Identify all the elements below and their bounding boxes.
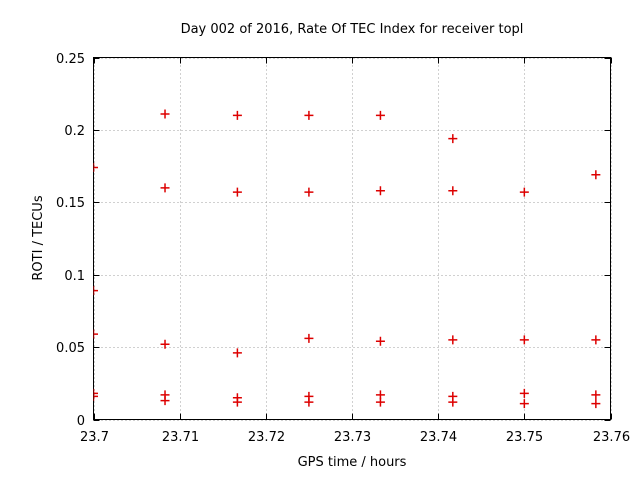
- x-tick-label: 23.76: [593, 430, 630, 445]
- data-point: [304, 397, 314, 407]
- data-point: [519, 335, 529, 345]
- data-point: [304, 110, 314, 120]
- data-point: [519, 187, 529, 197]
- data-point: [519, 388, 529, 398]
- y-tick-label: 0.2: [64, 124, 85, 139]
- y-tick-label: 0.05: [56, 341, 85, 356]
- data-point: [232, 348, 242, 358]
- data-point: [160, 339, 170, 349]
- plot-border: [93, 57, 611, 420]
- data-point: [93, 329, 98, 339]
- data-point: [304, 333, 314, 343]
- data-point: [519, 399, 529, 409]
- y-tick-labels: 0 0.05 0.1 0.15 0.2 0.25: [56, 52, 85, 429]
- y-tick-label: 0.15: [56, 196, 85, 211]
- data-point: [591, 170, 601, 180]
- x-tick-label: 23.75: [506, 430, 543, 445]
- y-tick-label: 0: [77, 414, 85, 429]
- x-tick-labels: 23.7 23.71 23.72 23.73 23.74 23.75 23.76: [80, 430, 630, 445]
- x-tick-label: 23.7: [80, 430, 109, 445]
- data-point: [375, 110, 385, 120]
- data-point: [160, 396, 170, 406]
- data-point: [93, 286, 98, 296]
- y-axis-label: ROTI / TECUs: [31, 195, 46, 280]
- data-points-series-roti: [93, 109, 601, 409]
- data-point: [232, 397, 242, 407]
- y-tick-label: 0.25: [56, 52, 85, 67]
- data-point: [232, 110, 242, 120]
- data-point: [448, 186, 458, 196]
- data-point: [93, 391, 98, 401]
- data-point: [93, 388, 98, 398]
- data-point: [591, 390, 601, 400]
- x-axis-label: GPS time / hours: [298, 455, 407, 470]
- data-point: [93, 163, 98, 173]
- data-point: [448, 335, 458, 345]
- data-point: [375, 397, 385, 407]
- data-point: [448, 397, 458, 407]
- data-point: [160, 183, 170, 193]
- y-tick-label: 0.1: [64, 269, 85, 284]
- grid-lines: [93, 57, 612, 421]
- data-point: [232, 187, 242, 197]
- data-point: [591, 399, 601, 409]
- data-point: [448, 134, 458, 144]
- data-point: [375, 186, 385, 196]
- x-tick-label: 23.71: [162, 430, 199, 445]
- x-tick-label: 23.72: [248, 430, 285, 445]
- axis-ticks: [93, 57, 612, 421]
- data-point: [375, 336, 385, 346]
- chart-title: Day 002 of 2016, Rate Of TEC Index for r…: [181, 22, 524, 37]
- data-point: [591, 335, 601, 345]
- x-tick-label: 23.74: [420, 430, 457, 445]
- data-point: [160, 109, 170, 119]
- x-tick-label: 23.73: [334, 430, 371, 445]
- data-point: [304, 187, 314, 197]
